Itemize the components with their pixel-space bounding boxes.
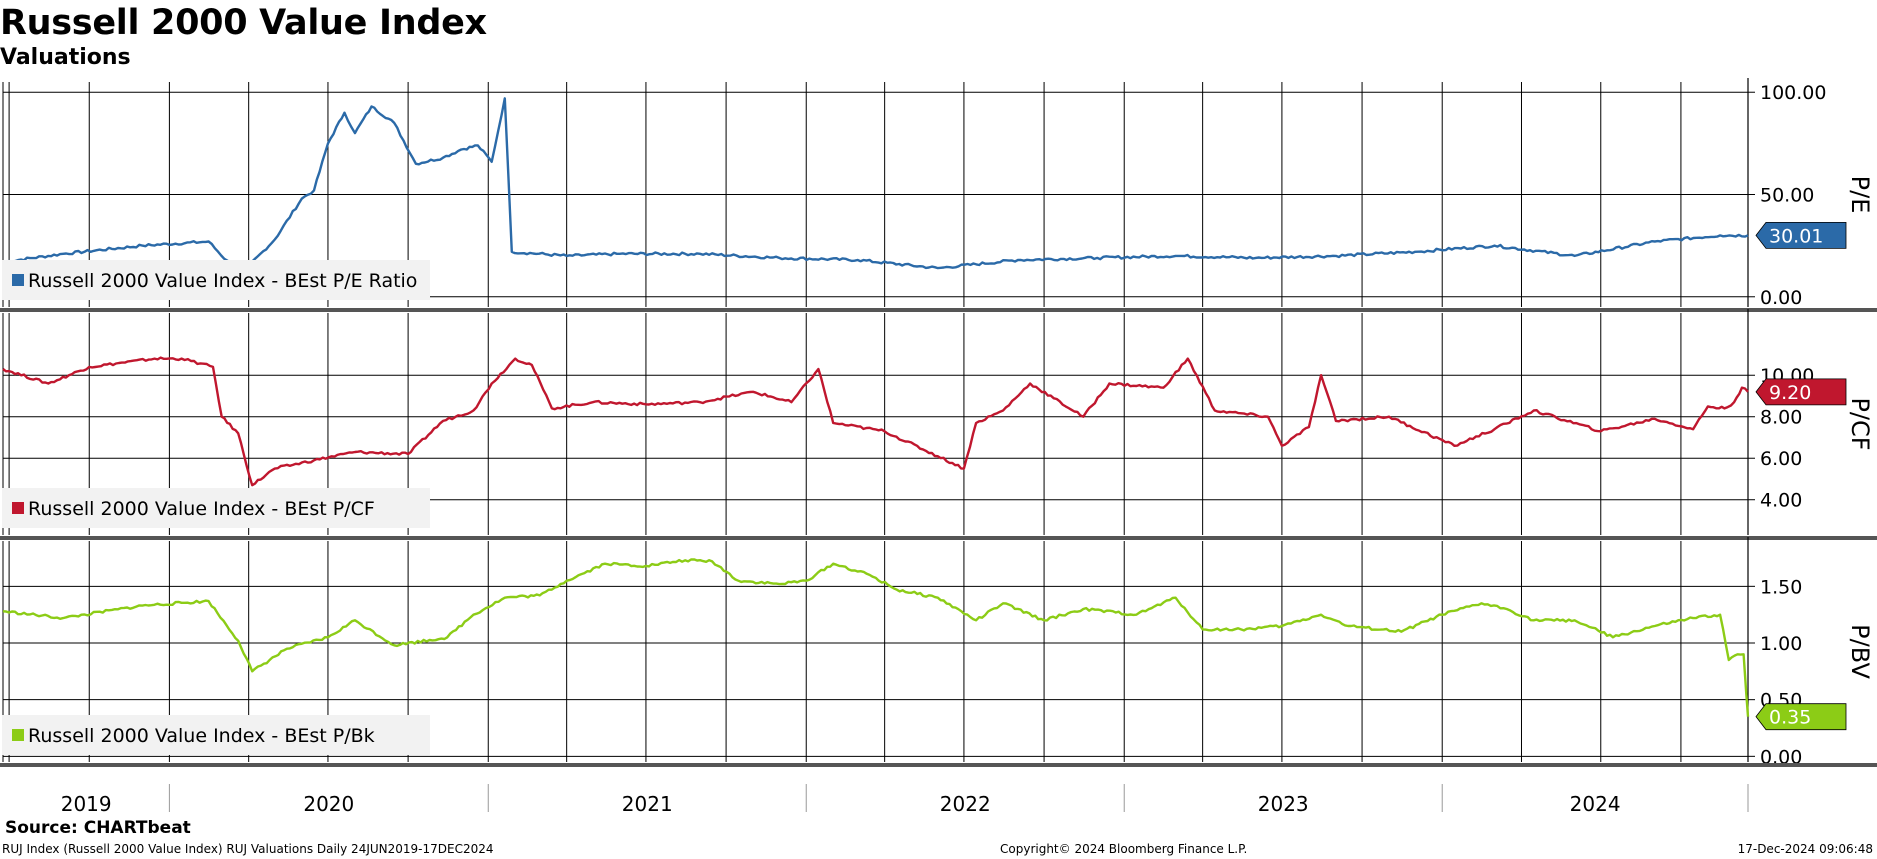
y-tick-label: 1.50	[1760, 576, 1802, 598]
x-tick-label: 2023	[1258, 792, 1309, 816]
footer-timestamp: 17-Dec-2024 09:06:48	[1737, 842, 1873, 856]
y-axis-label: P/CF	[1846, 397, 1874, 450]
x-tick-label: 2020	[303, 792, 354, 816]
y-tick-label: 8.00	[1760, 407, 1802, 429]
legend-label: Russell 2000 Value Index - BEst P/Bk	[28, 725, 375, 747]
panel-1: 0.00 50.00 100.00 P/E 30.01 Russell 2000 Valu…	[0, 78, 1877, 312]
y-tick-label: 1.00	[1760, 633, 1802, 655]
y-tick-label: 6.00	[1760, 448, 1802, 470]
page-subtitle: Valuations	[0, 45, 131, 70]
x-tick-label: 2021	[622, 792, 673, 816]
source-note: Source: CHARTbeat	[5, 818, 191, 838]
last-value-label: 30.01	[1769, 225, 1823, 247]
last-value-badge	[1755, 703, 1847, 731]
x-tick-label: 2024	[1570, 792, 1621, 816]
y-axis-label: P/E	[1846, 176, 1874, 214]
last-value-badge	[1755, 222, 1847, 249]
legend-box	[2, 715, 430, 755]
last-value-badge	[1755, 378, 1847, 406]
x-tick-label: 2019	[61, 792, 112, 816]
y-tick-label: 100.00	[1760, 82, 1826, 104]
legend-label: Russell 2000 Value Index - BEst P/E Rati…	[28, 270, 417, 292]
series-line-pbv	[2, 558, 1750, 717]
page-title: Russell 2000 Value Index	[0, 3, 487, 43]
series-line-pcf	[2, 356, 1749, 487]
legend-swatch	[12, 729, 24, 741]
footer-description: RUJ Index (Russell 2000 Value Index) RUJ…	[2, 842, 494, 856]
last-value-label: 0.35	[1769, 707, 1811, 729]
x-tick-label: 2022	[940, 792, 991, 816]
y-tick-label: 50.00	[1760, 185, 1814, 207]
y-tick-label: 4.00	[1760, 490, 1802, 512]
legend-label: Russell 2000 Value Index - BEst P/CF	[28, 498, 375, 520]
series-line-pe	[2, 97, 1749, 270]
y-axis-label: P/BV	[1846, 624, 1874, 679]
legend-swatch	[12, 274, 24, 286]
last-value-label: 9.20	[1769, 382, 1811, 404]
legend-swatch	[12, 502, 24, 514]
legend-box	[2, 260, 430, 300]
y-tick-label: 0.00	[1760, 287, 1802, 309]
footer-copyright: Copyright© 2024 Bloomberg Finance L.P.	[1000, 842, 1248, 856]
legend-box	[2, 488, 430, 528]
y-tick-label: 0.00	[1760, 746, 1802, 768]
